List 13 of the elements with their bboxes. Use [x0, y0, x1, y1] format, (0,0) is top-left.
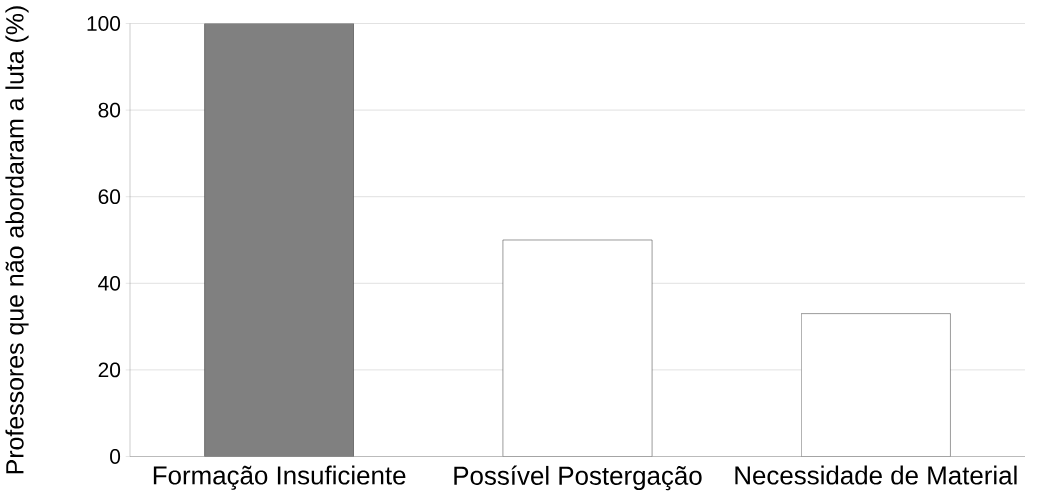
bar: [502, 240, 653, 457]
y-tick-label: 20: [98, 362, 121, 378]
y-tick-label: 100: [87, 16, 121, 32]
y-tick-label: 80: [98, 102, 121, 118]
y-tick-label: 60: [98, 189, 121, 205]
y-tick-label: 0: [110, 449, 121, 465]
bar: [801, 313, 951, 457]
x-tick-label: Necessidade de Material: [735, 465, 1017, 485]
y-axis-title: Professores que não abordaram a luta (%): [5, 6, 29, 474]
x-tick-label: Formação Insuficiente: [153, 465, 406, 491]
bar: [204, 23, 354, 457]
x-tick-label: Possível Postergação: [454, 465, 702, 491]
y-tick-label: 40: [98, 276, 121, 291]
